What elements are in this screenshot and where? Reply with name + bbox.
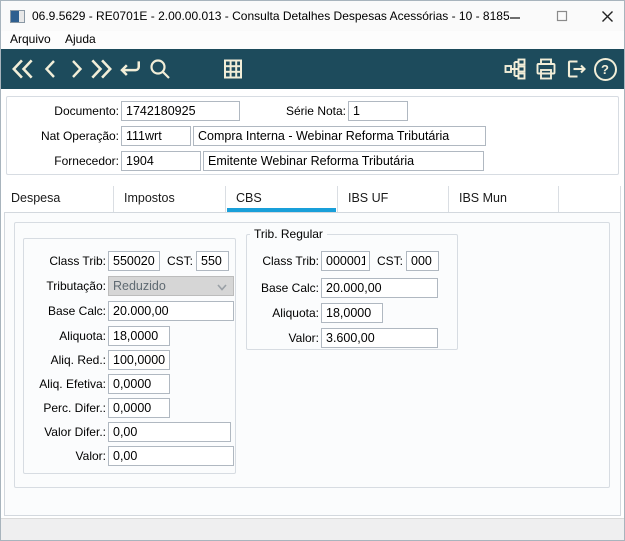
regular-class-trib-label: Class Trib: (262, 254, 319, 268)
toolbar: ? (1, 49, 624, 89)
help-icon: ? (593, 57, 617, 81)
aliq-efetiva-label: Aliq. Efetiva: (39, 377, 106, 391)
regular-valor-label: Valor: (288, 331, 319, 345)
menu-bar: Arquivo Ajuda (1, 31, 624, 49)
nat-operacao-code-input[interactable] (121, 126, 191, 146)
cbs-left-group (23, 238, 236, 474)
aliq-red-label: Aliq. Red.: (50, 353, 106, 367)
regular-class-trib-input[interactable] (321, 251, 370, 271)
close-icon (601, 10, 613, 22)
serie-nota-input[interactable] (348, 101, 408, 121)
tab-impostos-label: Impostos (124, 191, 175, 205)
search-button[interactable] (146, 55, 174, 83)
tab-despesa-label: Despesa (11, 191, 61, 205)
return-icon (120, 61, 140, 76)
menu-arquivo[interactable]: Arquivo (10, 32, 51, 46)
base-calc-label: Base Calc: (47, 304, 106, 318)
tab-cbs-label: CBS (236, 191, 262, 205)
documento-input[interactable] (121, 101, 240, 121)
title-bar: 06.9.5629 - RE0701E - 2.00.00.013 - Cons… (1, 1, 624, 31)
perc-difer-label: Perc. Difer.: (43, 401, 106, 415)
first-record-button[interactable] (9, 55, 37, 83)
regular-base-calc-input[interactable] (321, 278, 438, 298)
serie-nota-label: Série Nota: (285, 104, 346, 118)
trib-regular-group (246, 234, 458, 350)
app-icon (10, 10, 25, 23)
tributacao-select[interactable]: Reduzido (108, 276, 234, 296)
aliquota-label: Aliquota: (59, 329, 106, 343)
tab-despesa[interactable]: Despesa (1, 186, 114, 212)
close-button[interactable] (593, 5, 621, 27)
tree-button[interactable] (501, 55, 529, 83)
tab-ibs-mun-label: IBS Mun (459, 191, 507, 205)
valor-input[interactable] (108, 446, 234, 466)
trib-regular-title: Trib. Regular (250, 227, 327, 241)
maximize-button[interactable] (548, 5, 576, 27)
exit-button[interactable] (561, 55, 589, 83)
exit-icon (567, 60, 586, 78)
aliq-efetiva-input[interactable] (108, 374, 170, 394)
cbs-outer-group (14, 222, 610, 488)
header-fieldset (6, 96, 619, 175)
cbs-tab-panel (4, 212, 621, 516)
aliq-red-input[interactable] (108, 350, 170, 370)
last-record-icon (91, 59, 112, 79)
print-button[interactable] (532, 55, 560, 83)
last-record-button[interactable] (87, 55, 115, 83)
fornecedor-desc-input[interactable] (203, 151, 484, 171)
regular-cst-label: CST: (376, 254, 403, 268)
first-record-icon (12, 59, 33, 79)
maximize-icon (556, 10, 568, 22)
regular-cst-input[interactable] (406, 251, 439, 271)
valor-difer-input[interactable] (108, 422, 231, 442)
tab-ibs-uf[interactable]: IBS UF (338, 186, 449, 212)
documento-label: Documento: (54, 104, 119, 118)
minimize-button[interactable] (501, 5, 529, 27)
minimize-icon (510, 17, 520, 19)
cst-input[interactable] (196, 251, 229, 271)
return-button[interactable] (115, 55, 143, 83)
regular-valor-input[interactable] (321, 328, 438, 348)
valor-difer-label: Valor Difer.: (44, 425, 106, 439)
window-title: 06.9.5629 - RE0701E - 2.00.00.013 - Cons… (32, 9, 510, 23)
nat-operacao-label: Nat Operação: (40, 129, 119, 143)
tree-icon (504, 58, 526, 80)
grid-button[interactable] (219, 55, 247, 83)
next-record-button[interactable] (62, 55, 90, 83)
class-trib-input[interactable] (108, 251, 160, 271)
base-calc-input[interactable] (108, 301, 234, 321)
perc-difer-input[interactable] (108, 398, 170, 418)
grid-icon (224, 59, 242, 79)
status-strip (1, 518, 624, 540)
previous-record-icon (44, 60, 55, 78)
aliquota-input[interactable] (108, 326, 170, 346)
previous-record-button[interactable] (37, 55, 65, 83)
nat-operacao-desc-input[interactable] (193, 126, 486, 146)
valor-label: Valor: (75, 449, 106, 463)
tributacao-label: Tributação: (46, 279, 106, 293)
tab-ibs-uf-label: IBS UF (348, 191, 389, 205)
class-trib-label: Class Trib: (49, 254, 106, 268)
regular-base-calc-label: Base Calc: (260, 281, 319, 295)
chevron-down-icon (217, 284, 227, 291)
tab-cbs[interactable]: CBS (226, 186, 338, 212)
tab-ibs-mun[interactable]: IBS Mun (449, 186, 559, 212)
tab-filler (559, 186, 621, 212)
help-button[interactable]: ? (591, 55, 619, 83)
tributacao-value: Reduzido (113, 279, 166, 293)
cst-label: CST: (166, 254, 193, 268)
fornecedor-label: Fornecedor: (54, 154, 119, 168)
regular-aliquota-input[interactable] (321, 303, 383, 323)
search-icon (150, 59, 170, 79)
fornecedor-code-input[interactable] (121, 151, 201, 171)
menu-ajuda[interactable]: Ajuda (65, 32, 96, 46)
tab-impostos[interactable]: Impostos (114, 186, 226, 212)
print-icon (536, 58, 556, 80)
next-record-icon (72, 60, 83, 78)
regular-aliquota-label: Aliquota: (272, 306, 319, 320)
